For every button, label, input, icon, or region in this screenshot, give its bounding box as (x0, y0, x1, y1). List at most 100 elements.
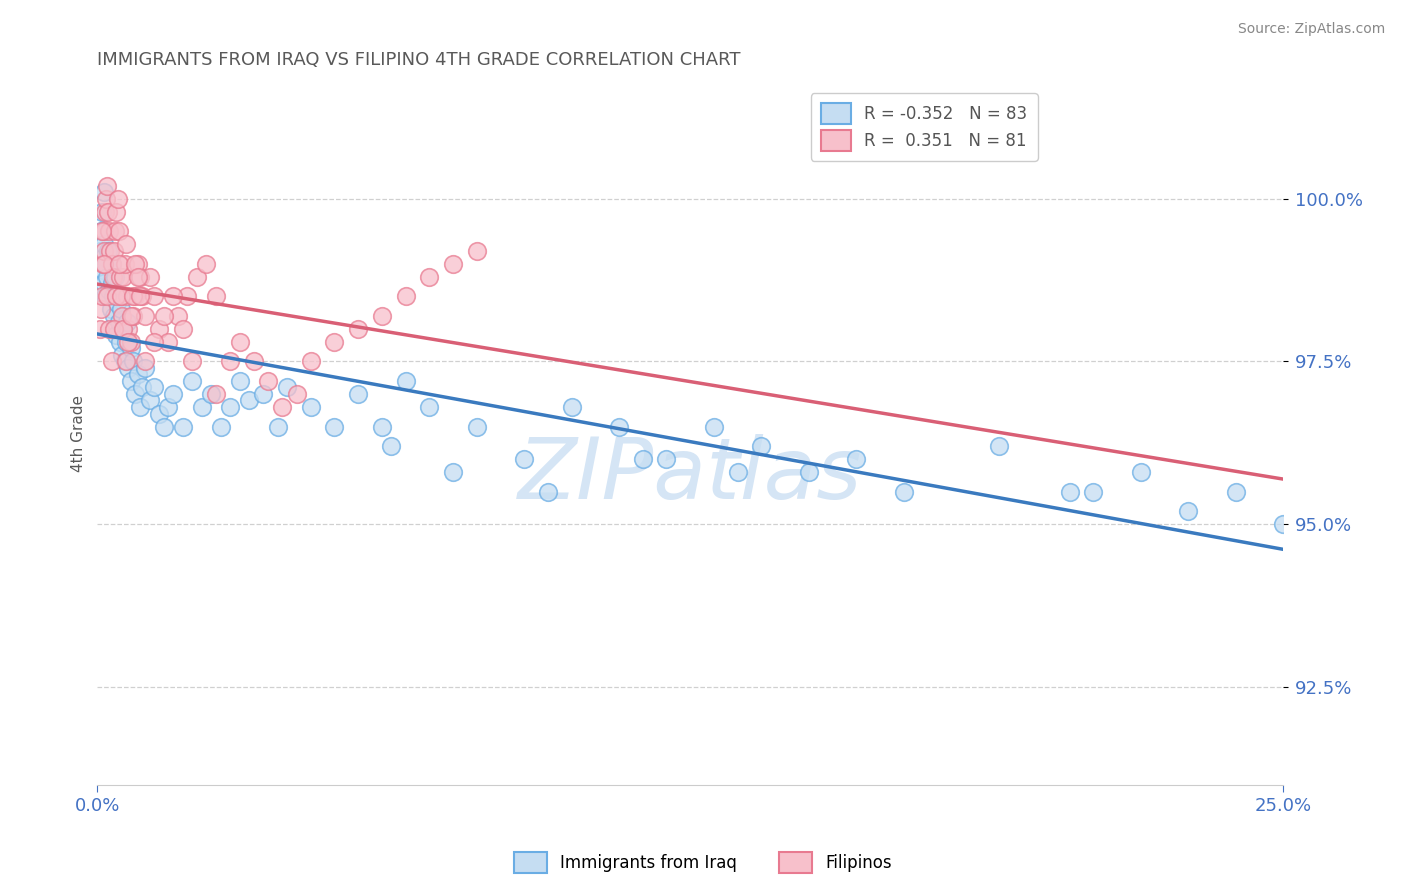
Point (148, 407, 170, 421)
Text: IMMIGRANTS FROM IRAQ VS FILIPINO 4TH GRADE CORRELATION CHART: IMMIGRANTS FROM IRAQ VS FILIPINO 4TH GRA… (97, 51, 741, 69)
Point (122, 289, 145, 303)
Point (129, 289, 152, 303)
Point (238, 393, 260, 408)
Point (176, 289, 198, 303)
Point (129, 269, 152, 284)
Point (104, 224, 127, 238)
Point (131, 380, 153, 394)
Point (101, 269, 124, 284)
Point (101, 289, 124, 303)
Point (1272, 517, 1295, 532)
Point (162, 387, 184, 401)
Point (89, 322, 111, 336)
Point (91, 257, 114, 271)
Point (703, 419, 725, 434)
Point (200, 387, 222, 401)
Point (120, 342, 142, 356)
Point (124, 387, 146, 401)
Point (441, 465, 464, 479)
Point (90, 302, 112, 317)
Point (371, 309, 394, 323)
Point (631, 452, 654, 467)
Point (100, 354, 122, 368)
Point (162, 289, 184, 303)
Point (181, 374, 204, 388)
Point (186, 269, 208, 284)
Point (561, 400, 583, 414)
Point (172, 419, 194, 434)
Text: ZIPatlas: ZIPatlas (517, 434, 862, 516)
Point (110, 289, 132, 303)
Text: Source: ZipAtlas.com: Source: ZipAtlas.com (1237, 22, 1385, 37)
Point (107, 192, 129, 206)
Point (1083, 484, 1105, 499)
Point (797, 465, 820, 479)
Point (110, 289, 132, 303)
Point (93, 237, 115, 252)
Point (91, 289, 114, 303)
Point (243, 354, 266, 368)
Legend: Immigrants from Iraq, Filipinos: Immigrants from Iraq, Filipinos (508, 846, 898, 880)
Point (143, 334, 166, 349)
Point (138, 269, 160, 284)
Point (105, 289, 128, 303)
Point (114, 257, 136, 271)
Point (124, 257, 146, 271)
Point (157, 400, 180, 414)
Point (143, 380, 166, 394)
Point (103, 309, 125, 323)
Point (513, 452, 536, 467)
Point (90, 224, 112, 238)
Point (152, 309, 174, 323)
Point (380, 439, 402, 453)
Point (323, 334, 346, 349)
Point (98, 322, 121, 336)
Point (127, 257, 149, 271)
Point (395, 289, 418, 303)
Point (276, 380, 298, 394)
Point (91, 204, 114, 219)
Point (91, 224, 114, 238)
Point (465, 419, 488, 434)
Point (228, 374, 250, 388)
Point (108, 269, 131, 284)
Point (100, 302, 122, 317)
Point (105, 295, 128, 310)
Point (371, 419, 394, 434)
Point (271, 400, 294, 414)
Point (987, 439, 1010, 453)
Point (100, 257, 122, 271)
Point (100, 257, 122, 271)
Point (127, 368, 149, 382)
Point (100, 277, 122, 291)
Point (93, 250, 115, 264)
Point (181, 354, 204, 368)
Point (190, 400, 212, 414)
Point (112, 322, 135, 336)
Point (1225, 484, 1247, 499)
Point (114, 354, 136, 368)
Point (148, 322, 170, 336)
Point (347, 387, 370, 401)
Point (209, 419, 232, 434)
Point (114, 334, 136, 349)
Point (89, 244, 111, 258)
Point (96, 289, 118, 303)
Point (94, 257, 117, 271)
Point (117, 360, 139, 375)
Point (266, 419, 288, 434)
Point (103, 322, 125, 336)
Point (97, 204, 120, 219)
Point (285, 387, 308, 401)
Point (98, 283, 121, 297)
Point (299, 400, 322, 414)
Point (94, 192, 117, 206)
Point (172, 322, 194, 336)
Point (134, 309, 156, 323)
Point (96, 178, 118, 193)
Point (98, 224, 121, 238)
Point (93, 185, 115, 199)
Point (124, 289, 146, 303)
Point (111, 348, 134, 362)
Point (537, 484, 560, 499)
